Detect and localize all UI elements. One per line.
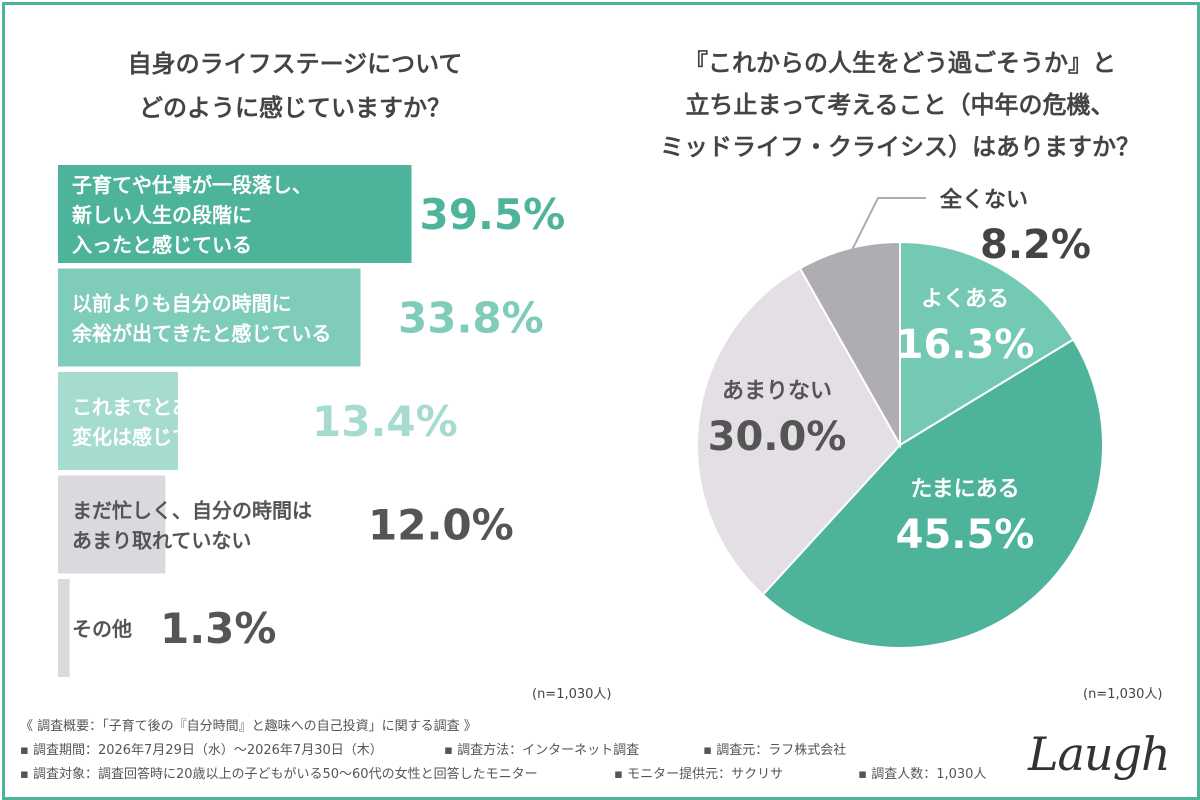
survey-target: ▪ 調査対象：調査回答時に20歳以上の子どもがいる50〜60代の女性と回答したモ… <box>20 767 538 782</box>
survey-summary-row: ▪ 調査対象：調査回答時に20歳以上の子どもがいる50〜60代の女性と回答したモ… <box>20 763 1020 787</box>
bar-category-label: 以前よりも自分の時間に <box>72 292 292 316</box>
bar-category-label: あまり取れていない <box>72 529 251 553</box>
pie-slice <box>899 240 1075 447</box>
bar-value-label: 1.3% <box>160 604 276 653</box>
bar-category-label: 子育てや仕事が一段落し、 <box>72 173 312 197</box>
bar <box>58 579 70 677</box>
bar-category-label: 新しい人生の段階に <box>72 203 252 227</box>
bar <box>58 268 361 367</box>
pie-chart-title-line: ミッドライフ・クライシス）はありますか？ <box>660 133 1140 161</box>
survey-summary-row: ▪ 調査期間：2026年7月29日（水）〜2026年7月30日（木） ▪ 調査方… <box>20 739 1020 763</box>
pie-value-label: 8.2% <box>980 222 1091 268</box>
survey-summary: 《 調査概要：「子育て後の『自分時間』と趣味への自己投資」に関する調査 》 ▪ … <box>20 715 1020 787</box>
bar-category-label: その他 <box>72 617 132 641</box>
bar-value-label: 13.4% <box>312 397 458 446</box>
bar-chart-title: 自身のライフステージについて どのように感じていますか？ <box>60 42 530 130</box>
bar-value-label: 12.0% <box>368 501 514 550</box>
monitor-provider: ▪ モニター提供元：サクリサ <box>614 767 784 782</box>
pie-slice-label: よくある <box>921 287 1009 312</box>
pie-slice-label: 全くない <box>939 187 1028 213</box>
pie-slice-label: あまりない <box>722 379 832 404</box>
survey-period: ▪ 調査期間：2026年7月29日（水）〜2026年7月30日（木） <box>20 743 383 758</box>
pie-chart-title: 『これからの人生をどう過ごそうか』と 立ち止まって考えること（中年の危機、 ミッ… <box>630 42 1170 168</box>
survey-summary-heading: 《 調査概要：「子育て後の『自分時間』と趣味への自己投資」に関する調査 》 <box>20 719 477 734</box>
bar-chart-title-line: 自身のライフステージについて <box>127 50 463 78</box>
survey-count: ▪ 調査人数：1,030人 <box>858 767 987 782</box>
pie-slice-label: たまにある <box>910 477 1019 502</box>
bar-chart-sample-size: (n=1,030人) <box>532 687 612 702</box>
pie-value-label: 45.5% <box>896 512 1035 558</box>
pie-chart-sample-size: (n=1,030人) <box>1083 687 1163 702</box>
pie-slice <box>696 266 902 597</box>
bar-value-label: 33.8% <box>398 294 544 343</box>
bar-chart-title-line: どのように感じていますか？ <box>139 94 451 122</box>
bar <box>58 475 166 574</box>
pie-slice <box>798 240 901 449</box>
survey-method: ▪ 調査方法：インターネット調査 <box>444 743 640 758</box>
pie-slice <box>761 338 1104 649</box>
survey-source: ▪ 調査元：ラフ株式会社 <box>703 743 847 758</box>
bar <box>58 165 412 263</box>
bar-category-label: まだ忙しく、自分の時間は <box>72 499 312 523</box>
bar-category-label: 余裕が出てきたと感じている <box>71 322 331 346</box>
bar <box>58 372 178 470</box>
pie-value-label: 30.0% <box>708 414 847 460</box>
pie-leader-line <box>848 197 926 255</box>
bar-category-label: 入ったと感じている <box>72 233 252 257</box>
bar-category-label: これまでとあまり <box>72 395 232 419</box>
laugh-logo: Laugh <box>1028 727 1171 781</box>
pie-chart-title-line: 『これからの人生をどう過ごそうか』と <box>684 49 1116 77</box>
pie-chart-title-line: 立ち止まって考えること（中年の危機、 <box>685 91 1115 119</box>
pie-chart: よくある 16.3% たまにある 45.5% あまりない 30.0% 全くない 8.2% <box>696 187 1104 649</box>
bar-group: その他 1.3% <box>58 579 276 677</box>
bar-value-label: 39.5% <box>420 190 566 239</box>
bar-category-label: 変化は感じていない <box>72 425 252 449</box>
pie-value-label: 16.3% <box>896 322 1035 368</box>
